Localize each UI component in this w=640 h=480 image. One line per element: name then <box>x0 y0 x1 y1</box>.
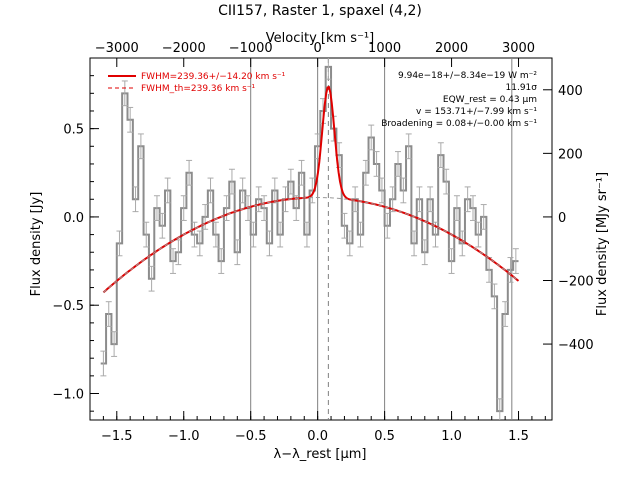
y-tick-label: 0.5 <box>63 123 84 138</box>
chart-title: CII157, Raster 1, spaxel (4,2) <box>218 3 422 19</box>
x2-tick-label: 2000 <box>435 41 468 56</box>
x2-tick-label: −1000 <box>229 41 273 56</box>
x-tick-label: 0.0 <box>307 429 328 444</box>
annotation-sigma: 11.91σ <box>506 83 538 93</box>
top-axis-label: Velocity [km s⁻¹] <box>266 31 374 46</box>
x2-tick-label: 0 <box>314 41 322 56</box>
x-tick-label: −1.5 <box>101 429 133 444</box>
y-tick-label: −1.0 <box>52 388 84 403</box>
y2-tick-label: −200 <box>558 274 594 289</box>
spectrum-steps <box>100 65 519 413</box>
legend-label-fwhm: FWHM=239.36+/−14.20 km s⁻¹ <box>141 72 286 82</box>
x2-tick-label: −2000 <box>162 41 206 56</box>
baseline-curve <box>103 197 519 293</box>
x-tick-label: −1.0 <box>168 429 200 444</box>
y2-tick-label: −400 <box>558 338 594 353</box>
x-tick-label: −0.5 <box>235 429 267 444</box>
y-tick-label: 0.0 <box>63 211 84 226</box>
annotation-broadening: Broadening = 0.08+/−0.00 km s⁻¹ <box>381 119 537 129</box>
legend-label-fwhm-th: FWHM_th=239.36 km s⁻¹ <box>141 84 256 94</box>
x2-tick-label: 1000 <box>368 41 401 56</box>
y2-tick-label: 200 <box>558 147 583 162</box>
y2-tick-label: 400 <box>558 84 583 99</box>
x-tick-label: 0.5 <box>374 429 395 444</box>
plot-frame <box>89 57 553 421</box>
y-tick-label: −0.5 <box>52 299 84 314</box>
annotation-flux: 9.94e−18+/−8.34e−19 W m⁻² <box>398 71 537 81</box>
x2-tick-label: 3000 <box>502 41 535 56</box>
x-tick-label: 1.5 <box>508 429 529 444</box>
y2-tick-label: 0 <box>558 211 566 226</box>
x-tick-label: 1.0 <box>441 429 462 444</box>
legend: FWHM=239.36+/−14.20 km s⁻¹ FWHM_th=239.3… <box>108 72 286 94</box>
fit-annotations: 9.94e−18+/−8.34e−19 W m⁻² 11.91σ EQW_res… <box>381 71 537 129</box>
x-axis-label: λ−λ_rest [μm] <box>274 447 367 462</box>
annotation-velocity: v = 153.71+/−7.99 km s⁻¹ <box>416 107 537 117</box>
y2-axis-label: Flux density [MJy sr⁻¹] <box>595 172 610 316</box>
x2-tick-label: −3000 <box>95 41 139 56</box>
y-axis-label: Flux density [Jy] <box>29 192 44 297</box>
annotation-eqw: EQW_rest = 0.43 μm <box>443 95 537 105</box>
